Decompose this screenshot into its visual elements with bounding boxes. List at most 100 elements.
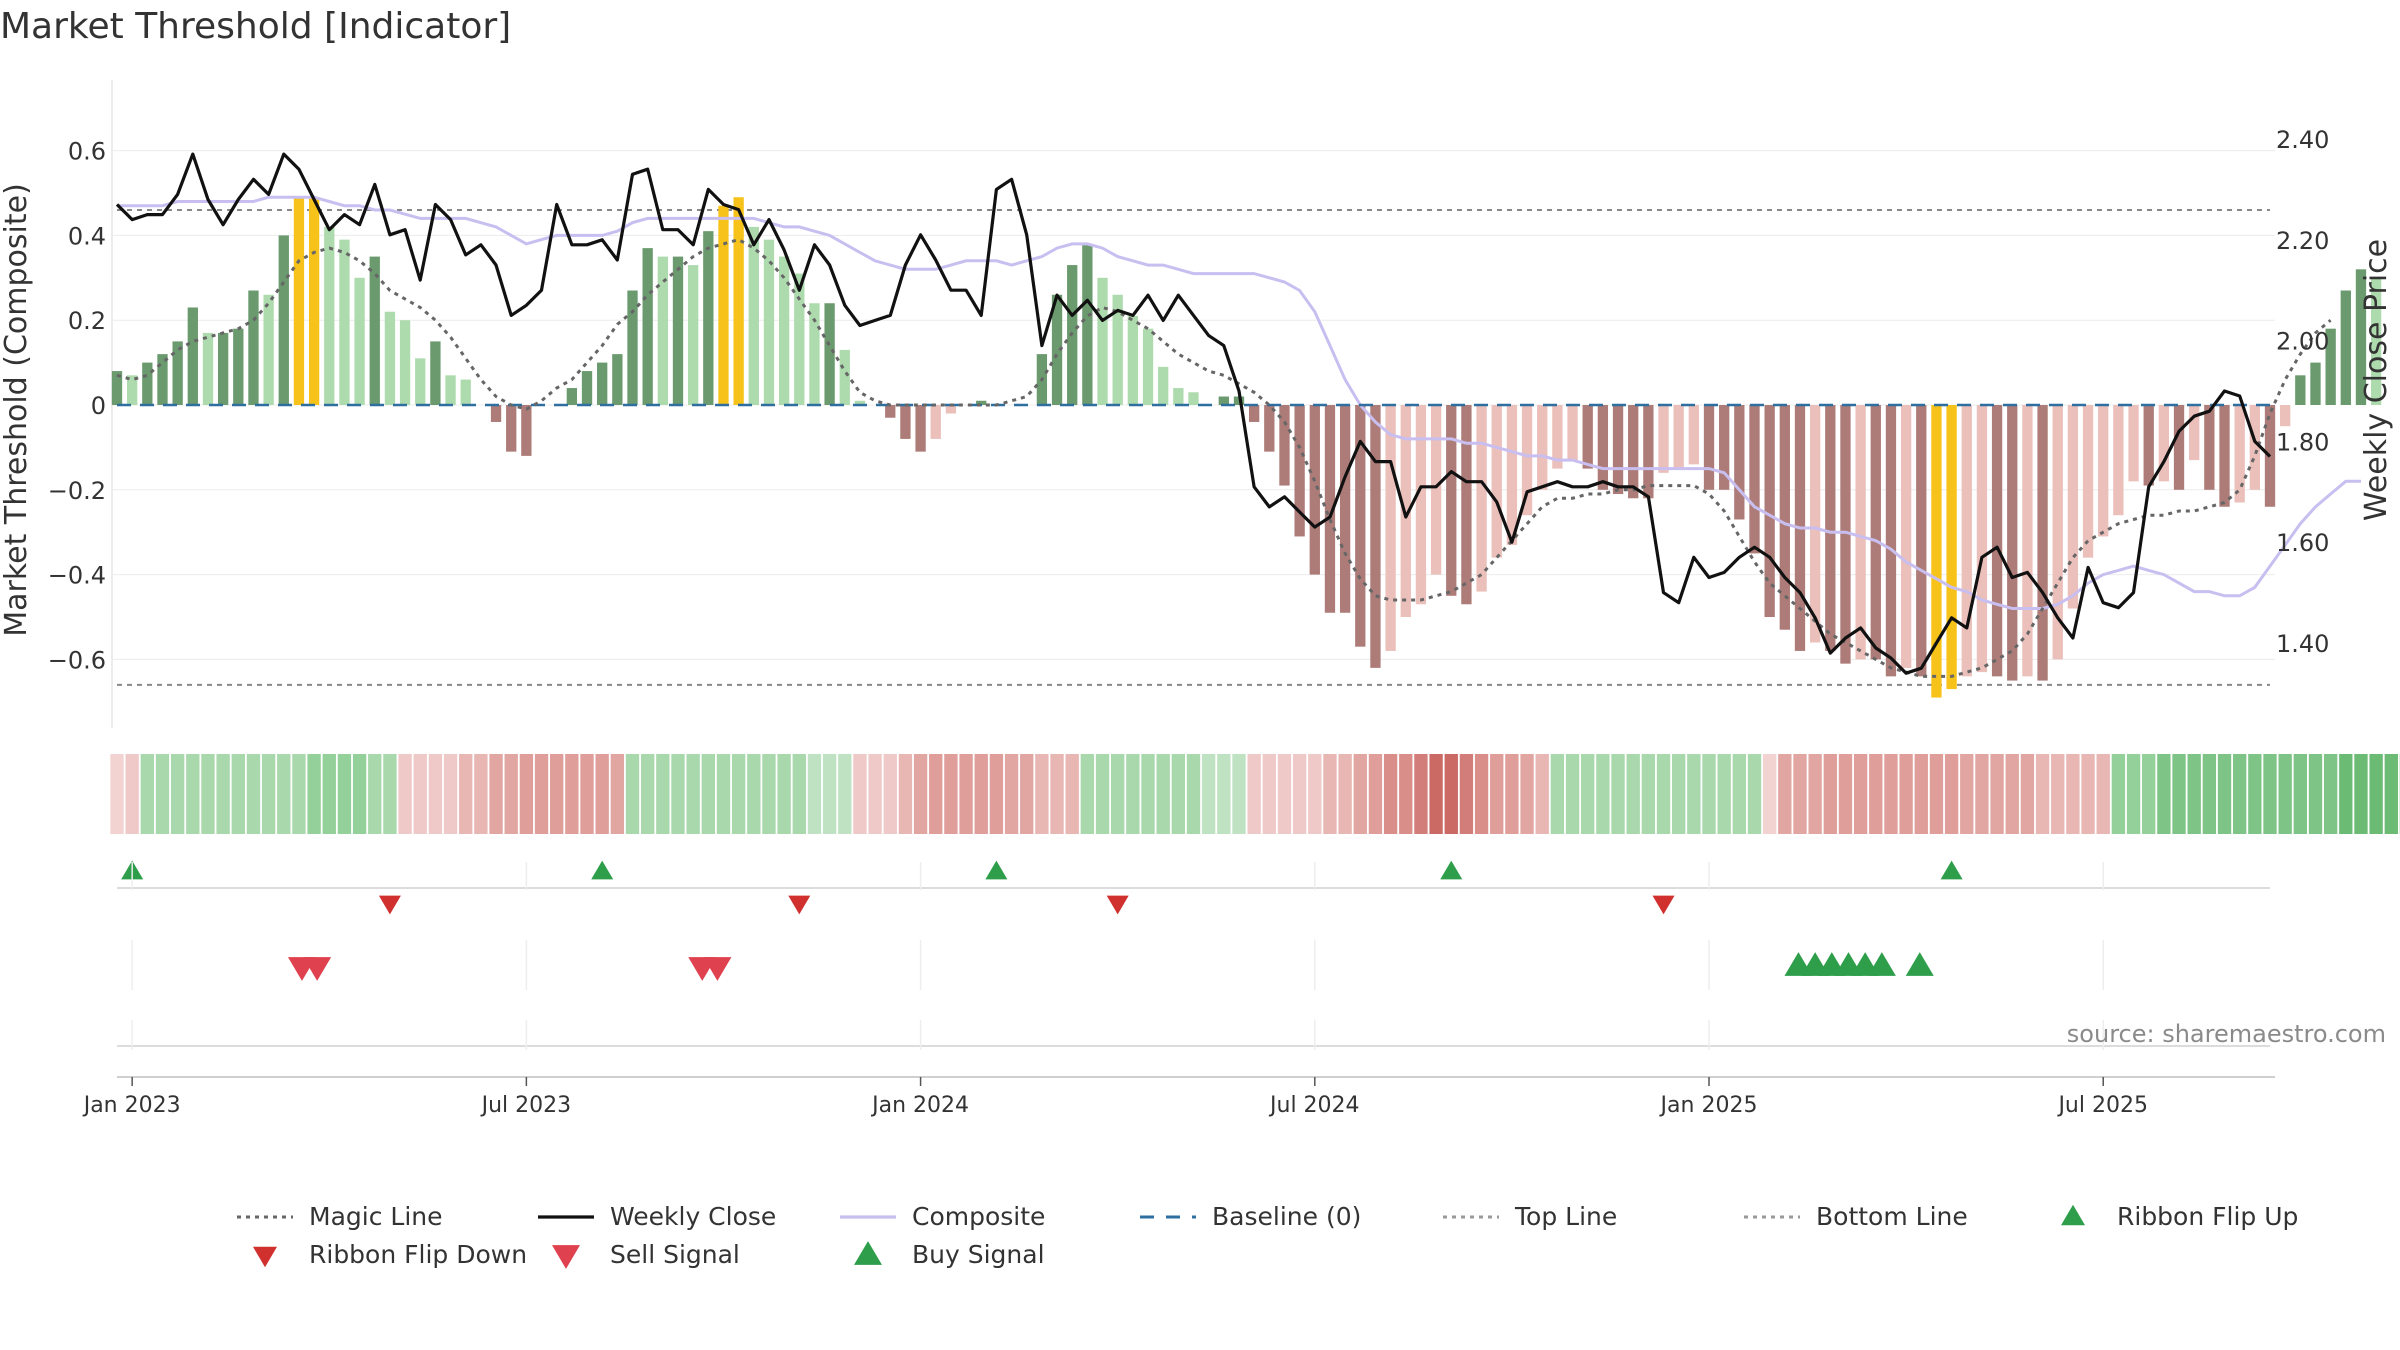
composite-bar [324,226,335,405]
composite-bar [2204,405,2215,490]
ribbon-cell [1641,754,1656,834]
legend: Magic Line Weekly Close Composite Baseline … [237,1202,2298,1269]
ribbon-cell [277,754,291,834]
ribbon-cell [1004,754,1019,834]
composite-bar [885,405,896,418]
composite-bar [2173,405,2185,490]
composite-bar [1051,294,1063,405]
ribbon-cell [610,754,625,834]
left-tick-label: 0.6 [68,138,106,166]
ribbon-cell [1171,754,1186,834]
composite-bar [1597,405,1609,490]
ribbon-cell [2096,754,2110,834]
ribbon-cell [777,754,791,834]
composite-bar [2052,405,2063,660]
ribbon-cell [398,754,412,834]
right-axis: 2.40 2.20 2.00 1.80 1.60 1.40 [2276,126,2329,658]
legend-label: Composite [912,1202,1045,1231]
ribbon-cell [1065,754,1079,834]
ribbon-cell [1899,754,1913,834]
ribbon-cell [1929,754,1944,834]
composite-bar [1158,366,1169,405]
composite-bar [839,349,850,405]
ribbon-cell [155,754,170,834]
ribbon-cell [1429,754,1443,834]
ribbon-cell [170,754,185,834]
ribbon-cell [1960,754,1974,834]
ribbon-cell [1277,754,1292,834]
composite-line [117,195,2361,610]
weekly-close-line [115,152,2272,675]
composite-bar [1324,405,1336,613]
composite-bar [612,354,623,405]
x-tick-label: Jul 2025 [2056,1093,2148,1118]
ribbon-cell [2081,754,2095,834]
composite-bar [854,400,866,405]
ribbon-flip-down-marker [1652,895,1675,915]
ribbon-cell [368,754,382,834]
ribbon-cell [1505,754,1519,834]
composite-bar [1567,405,1578,461]
composite-bar [597,362,608,405]
legend-label: Sell Signal [610,1240,740,1269]
ribbon-cell [2051,754,2065,834]
right-tick-label: 1.60 [2276,529,2329,557]
ribbon-cell [261,754,276,834]
ribbon-cell [2005,754,2019,834]
composite-bar [415,358,426,405]
composite-bar [2113,405,2124,516]
composite-bar [2098,405,2109,537]
ribbon-cell [2020,754,2035,834]
composite-bar [976,400,987,405]
ribbon-cell [1626,754,1640,834]
composite-bar [733,197,744,405]
ribbon-cell [1550,754,1565,834]
composite-bar [627,290,638,405]
composite-bar [809,303,820,405]
legend-item: Top Line [1443,1202,1617,1231]
composite-bar [1461,405,1472,605]
composite-bar [2007,405,2018,681]
composite-bar [642,248,653,405]
ribbon-cell [853,754,867,834]
composite-bar [1809,405,1821,643]
ribbon-cell [1823,754,1837,834]
composite-bar [1628,405,1639,499]
ribbon-cell [2111,754,2126,834]
composite-bar [566,388,578,405]
composite-bar [824,303,835,405]
composite-bar [1173,388,1184,405]
composite-bar [1688,405,1700,465]
ribbon-cell [1702,754,1716,834]
composite-bar [1552,405,1563,469]
composite-bar [263,294,274,405]
ribbon-cell [1292,754,1307,834]
composite-bar [1537,405,1548,490]
composite-bar [672,256,684,405]
ribbon-cell [459,754,473,834]
composite-bar [2219,405,2230,507]
ribbon-cell [716,754,731,834]
legend-label: Bottom Line [1816,1202,1968,1231]
composite-bar [1142,328,1154,405]
composite-bar [718,205,729,405]
composite-bar [506,405,517,452]
ribbon-cell [1747,754,1762,834]
legend-label: Ribbon Flip Up [2117,1202,2298,1231]
left-tick-label: 0.2 [68,307,106,335]
ribbon-cell [2035,754,2050,834]
ribbon-cell [883,754,897,834]
composite-bar [293,197,305,405]
composite-bar [384,311,396,405]
ribbon-cell [1687,754,1701,834]
composite-bar [1264,405,1275,452]
ribbon-flip-panel [117,860,2270,915]
ribbon-cell [1990,754,2004,834]
ribbon-cell [1565,754,1580,834]
ribbon-flip-up-marker [591,860,614,880]
composite-bar [778,256,790,405]
composite-bar [1885,405,1897,677]
left-axis-label: Market Threshold (Composite) [0,183,34,637]
x-axis: Jan 2023 Jul 2023 Jan 2024 Jul 2024 Jan 2025… [82,862,2275,1118]
magic-line [116,237,2332,678]
